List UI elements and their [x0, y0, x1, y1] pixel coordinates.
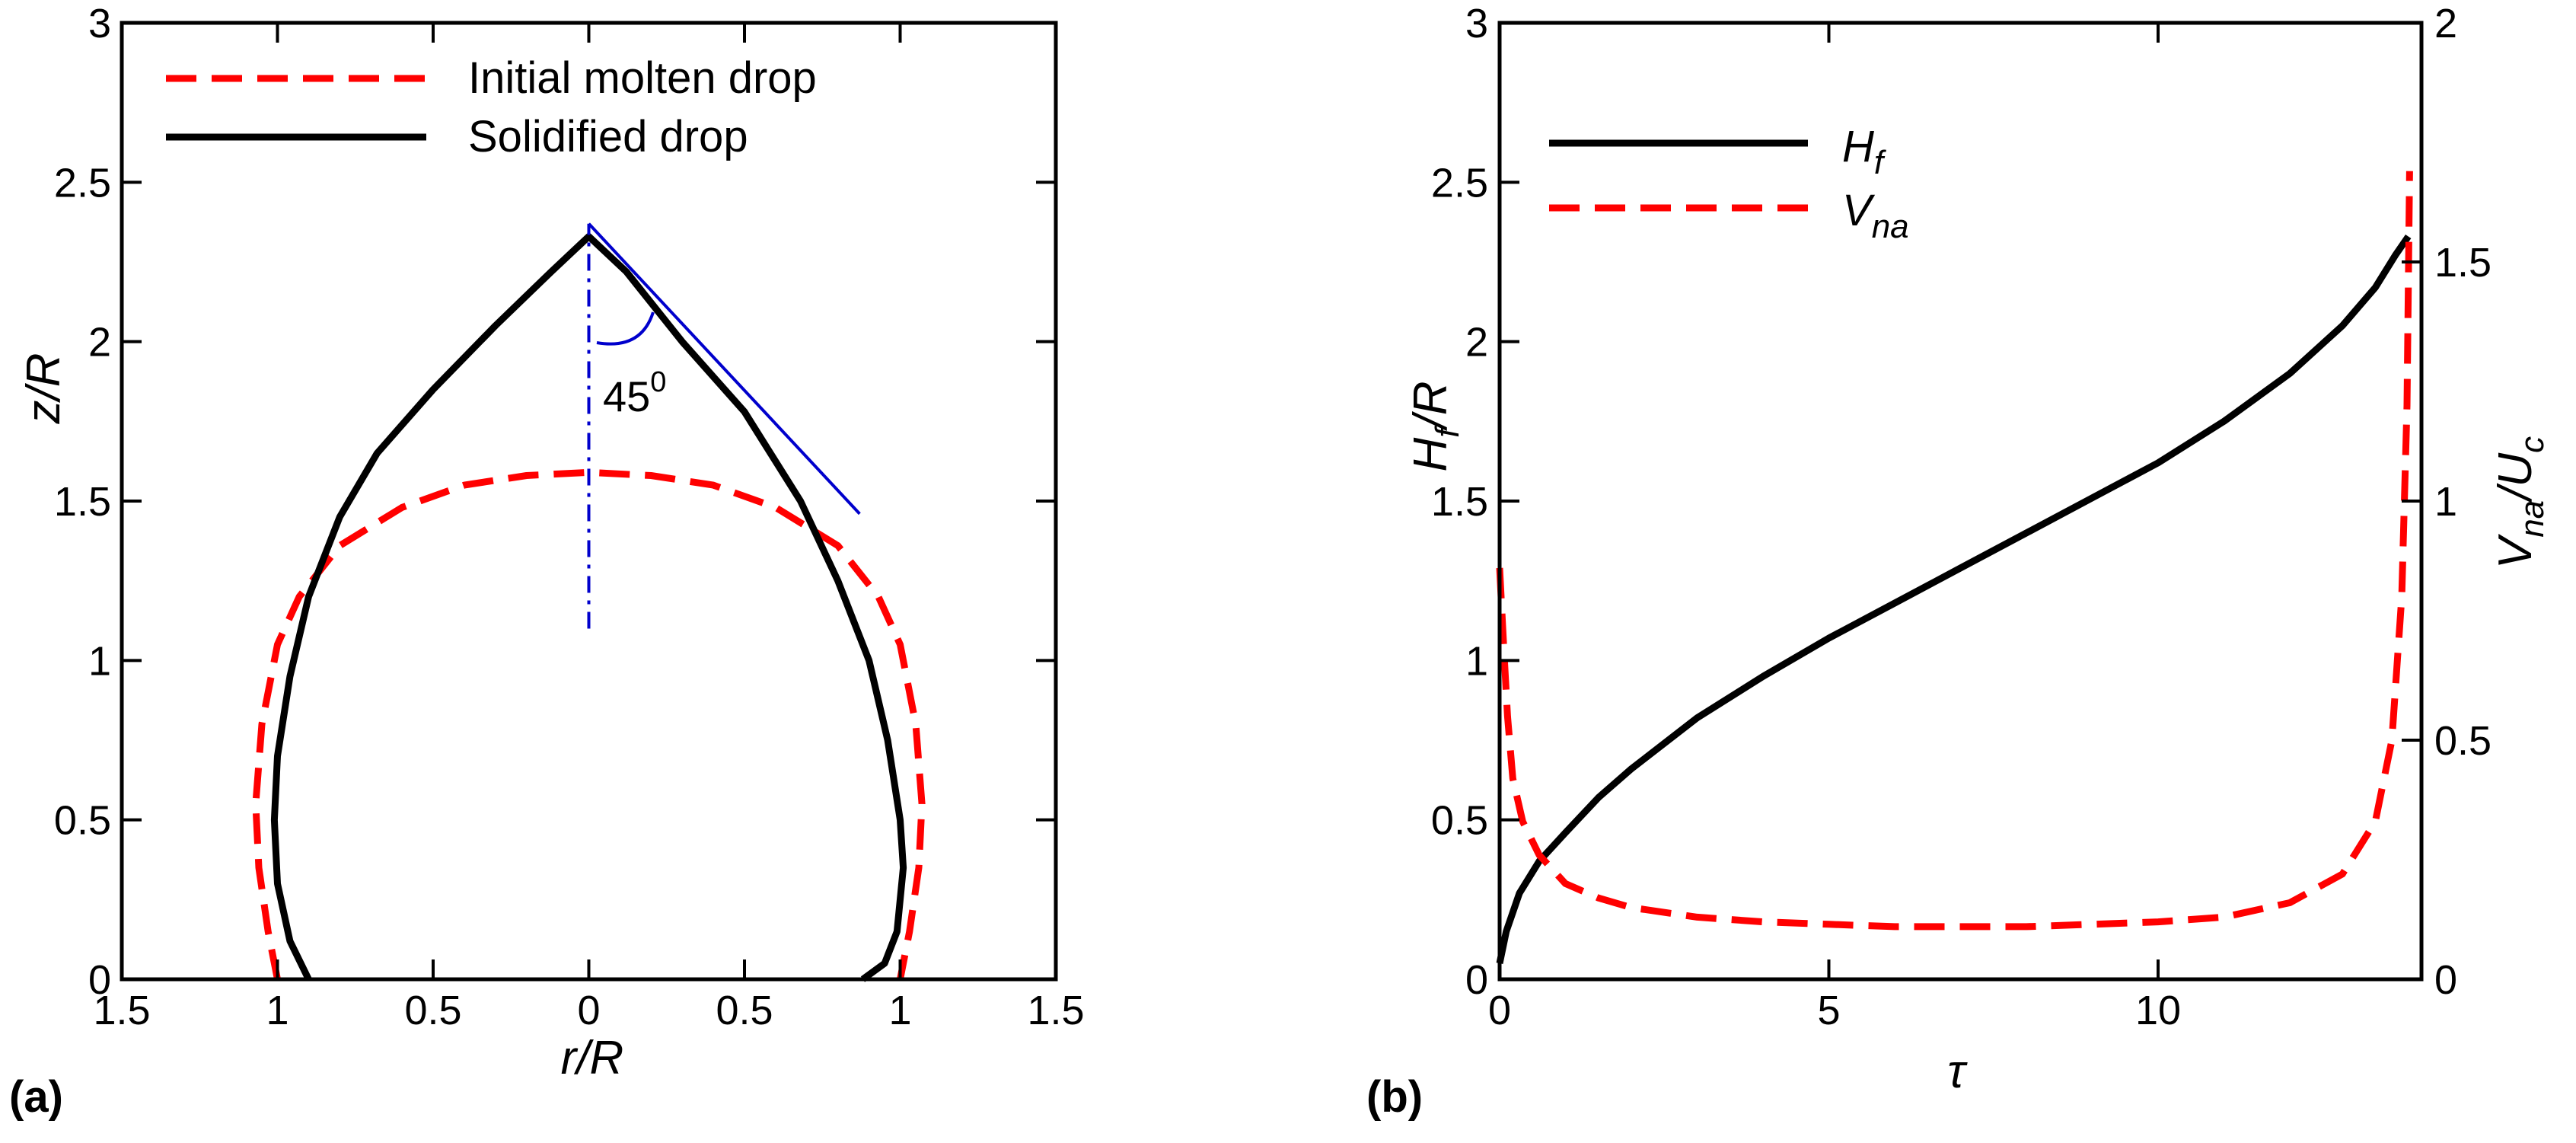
panel-a-label: (a)	[9, 1072, 63, 1122]
panel-a-y-tick-label: 3	[88, 1, 111, 46]
panel-b-left-y-tick-label: 1.5	[1431, 479, 1488, 525]
legend-label-hf: Hf	[1842, 122, 1887, 181]
panel-a-x-tick-labels: 1.5 1 0.5 0 0.5 1 1.5	[93, 988, 1084, 1033]
panel-b-right-y-tick-label: 0	[2434, 957, 2457, 1003]
panel-a-x-tick-label: 0.5	[404, 988, 461, 1033]
panel-b-series-layer	[1496, 171, 2413, 965]
panel-b-left-y-axis-label-base: H	[1404, 438, 1457, 472]
legend-label-vna-base: V	[1842, 186, 1876, 235]
angle-arc	[596, 311, 655, 346]
panel-b-label: (b)	[1366, 1072, 1423, 1122]
panel-b-plot-frame	[1497, 21, 2424, 982]
legend-label-hf-base: H	[1842, 122, 1874, 171]
panel-a-y-tick-label: 0.5	[54, 798, 111, 844]
panel-a-ticks	[120, 21, 1057, 981]
panel-b-right-y-tick-label: 0.5	[2434, 718, 2492, 764]
panel-b-left-y-axis-label-rest: /R	[1404, 381, 1457, 431]
panel-b-left-y-tick-label: 1	[1465, 638, 1488, 684]
panel-b-x-tick-label: 0	[1488, 988, 1511, 1033]
panel-b-right-y-axis-label-sub2: c	[2514, 436, 2551, 453]
panel-b-x-tick-label: 5	[1817, 988, 1840, 1033]
panel-a-annotation: 450	[587, 222, 861, 629]
tangent-line	[588, 222, 861, 516]
panel-b-left-y-tick-label: 2	[1465, 320, 1488, 366]
panel-b-right-y-axis-label: Vna/Uc	[2489, 436, 2551, 569]
panel-b-right-y-axis-label-mid: /U	[2489, 452, 2542, 503]
angle-label-superscript: 0	[650, 366, 666, 398]
legend-label-vna: Vna	[1842, 186, 1909, 245]
panel-a-y-tick-label: 2.5	[54, 160, 111, 206]
panel-a-chart: 1.5 1 0.5 0 0.5 1 1.5 00.511.522.53 450 Initia…	[9, 1, 1085, 1122]
panel-a-plot-frame	[120, 21, 1058, 982]
series-initial-molten-drop	[252, 468, 926, 980]
panel-b-left-y-tick-label: 2.5	[1431, 160, 1488, 206]
series-solidified-drop	[270, 233, 907, 982]
panel-b-left-y-tick-label: 0.5	[1431, 798, 1488, 844]
panel-b-right-y-tick-labels: 0 0.5 1 1.5 2	[2434, 1, 2492, 1003]
panel-b-x-axis-label: τ	[1947, 1046, 1968, 1098]
series-vna	[1496, 171, 2413, 931]
panel-b-left-y-tick-labels: 0 0.5 1 1.5 2 2.5 3	[1431, 1, 1488, 1003]
panel-a-legend: Initial molten drop Solidified drop	[166, 53, 817, 161]
panel-b-right-y-axis-label-sub: na	[2514, 500, 2551, 538]
panel-b-ticks	[1498, 21, 2421, 981]
legend-label-solidified-drop: Solidified drop	[468, 112, 748, 161]
panel-b-x-tick-labels: 0 5 10	[1488, 988, 2181, 1033]
panel-a-y-tick-label: 1	[88, 638, 111, 684]
angle-label-base: 45	[603, 372, 650, 420]
panel-a-x-tick-label: 0.5	[716, 988, 773, 1033]
panel-a-x-tick-label: 1	[266, 988, 289, 1033]
panel-a-y-tick-label: 0	[88, 957, 111, 1003]
panel-b-left-y-tick-label: 0	[1465, 957, 1488, 1003]
panel-b-x-tick-label: 10	[2135, 988, 2181, 1033]
panel-b-legend: Hf Vna	[1549, 122, 1909, 245]
panel-a-x-tick-label: 1.5	[1027, 988, 1084, 1033]
panel-a-y-tick-label: 1.5	[54, 479, 111, 525]
panel-a-y-tick-label: 2	[88, 320, 111, 366]
panel-a-series-layer	[252, 233, 926, 982]
panel-b-right-y-tick-label: 1	[2434, 479, 2457, 525]
legend-label-initial-molten-drop: Initial molten drop	[468, 53, 817, 103]
panel-a-x-tick-label: 1	[888, 988, 911, 1033]
panel-b-right-y-tick-label: 2	[2434, 1, 2457, 46]
panel-b-chart: 0 5 10 0 0.5 1 1.5 2 2.5 3 0 0.5 1 1.5 2 Hf Vna τ Hf…	[1366, 1, 2551, 1122]
panel-b-left-y-axis-label: Hf/R	[1404, 381, 1466, 471]
panel-b-right-y-axis-label-base: V	[2489, 533, 2542, 569]
panel-a-x-axis-label: r/R	[561, 1032, 624, 1084]
panel-a-x-tick-label: 0	[577, 988, 600, 1033]
angle-label: 450	[603, 366, 666, 420]
panel-b-left-y-tick-label: 3	[1465, 1, 1488, 46]
legend-label-vna-sub: na	[1872, 208, 1909, 245]
panel-b-right-y-tick-label: 1.5	[2434, 240, 2492, 286]
legend-label-hf-sub: f	[1874, 144, 1887, 181]
series-hf	[1496, 234, 2412, 965]
panel-a-y-tick-labels: 0 0.5 1 1.5 2 2.5 3	[54, 1, 111, 1003]
panel-a-y-axis-label: z/R	[18, 353, 70, 425]
panel-a-x-tick-label: 1.5	[93, 988, 150, 1033]
